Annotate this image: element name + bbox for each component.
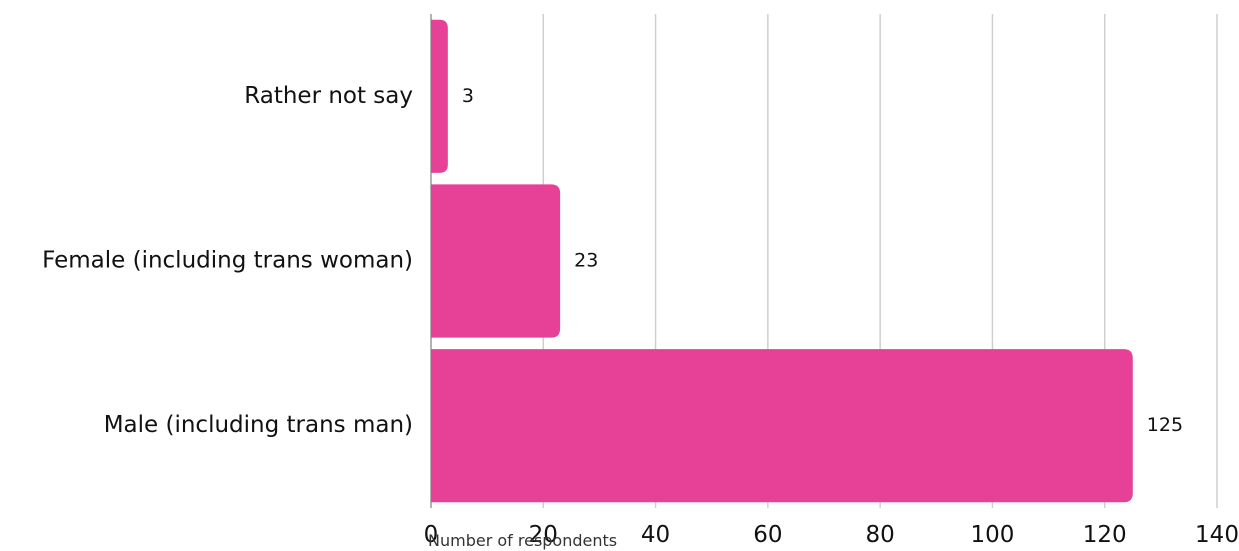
- bar: [431, 19, 448, 173]
- gridlines: [430, 14, 1218, 508]
- x-tick-label: 80: [866, 522, 895, 548]
- category-label: Male (including trans man): [104, 412, 413, 438]
- category-label: Female (including trans woman): [42, 248, 413, 274]
- x-tick-label: 20: [529, 522, 558, 548]
- value-label: 3: [462, 85, 474, 107]
- value-label: 125: [1147, 414, 1183, 436]
- category-label: Rather not say: [244, 83, 413, 109]
- x-tick-label: 100: [970, 522, 1014, 548]
- x-tick-label: 60: [753, 522, 782, 548]
- x-axis-title: Number of respondents: [428, 531, 617, 550]
- x-tick-label: 120: [1083, 522, 1127, 548]
- x-tick-label: 40: [641, 522, 670, 548]
- value-label: 23: [574, 250, 598, 272]
- labels: 0 20 40 60 80 100 120 140 Rather not say 3 Female …: [42, 83, 1239, 548]
- bars: [431, 19, 1133, 503]
- bar: [431, 349, 1133, 503]
- x-tick-label: 0: [424, 522, 439, 548]
- bar: [431, 184, 561, 338]
- x-tick-label: 140: [1195, 522, 1239, 548]
